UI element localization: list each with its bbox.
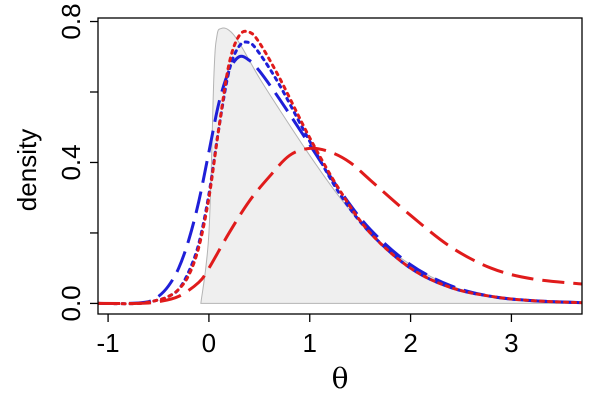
series-line-2 [98, 40, 582, 306]
series-line-4 [98, 146, 582, 306]
series-line-3 [98, 29, 582, 306]
x-tick-label: -1 [97, 328, 120, 358]
y-tick-label: 0.0 [56, 285, 86, 321]
x-tick-label: 0 [202, 328, 216, 358]
x-tick-label: 1 [303, 328, 317, 358]
y-axis: 0.0 0.4 0.8 [56, 3, 98, 322]
x-tick-label: 3 [504, 328, 518, 358]
y-axis-title: density [12, 129, 42, 211]
plot-frame [97, 17, 583, 315]
series-line-1 [98, 54, 582, 306]
y-tick-label: 0.8 [56, 3, 86, 39]
series-layer [98, 29, 582, 306]
x-axis: -1 0 1 2 3 [97, 314, 519, 358]
y-tick-label: 0.4 [56, 144, 86, 180]
x-tick-label: 2 [403, 328, 417, 358]
x-axis-title: θ [332, 362, 349, 395]
